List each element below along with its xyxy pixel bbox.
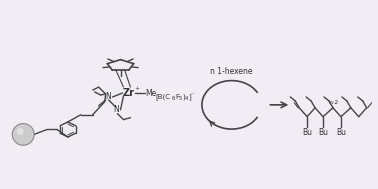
Text: ): ): [182, 94, 185, 100]
Text: Bu: Bu: [302, 128, 312, 137]
Text: n-2: n-2: [329, 100, 339, 105]
Text: F: F: [175, 94, 179, 100]
Text: N: N: [106, 92, 112, 101]
Circle shape: [12, 124, 34, 145]
Text: 4: 4: [185, 96, 188, 101]
Text: 5: 5: [179, 96, 183, 101]
Text: n 1-hexene: n 1-hexene: [211, 67, 253, 76]
Circle shape: [17, 128, 24, 135]
Text: Zr: Zr: [122, 88, 135, 98]
Text: ⁻: ⁻: [191, 94, 194, 98]
Text: [B(C: [B(C: [155, 94, 170, 100]
Text: ]: ]: [188, 94, 191, 100]
Text: +: +: [135, 86, 140, 91]
Text: 6: 6: [172, 96, 175, 101]
Text: Me: Me: [146, 88, 157, 98]
Text: N: N: [114, 105, 119, 114]
Text: Bu: Bu: [336, 128, 346, 137]
Text: Bu: Bu: [318, 128, 328, 137]
